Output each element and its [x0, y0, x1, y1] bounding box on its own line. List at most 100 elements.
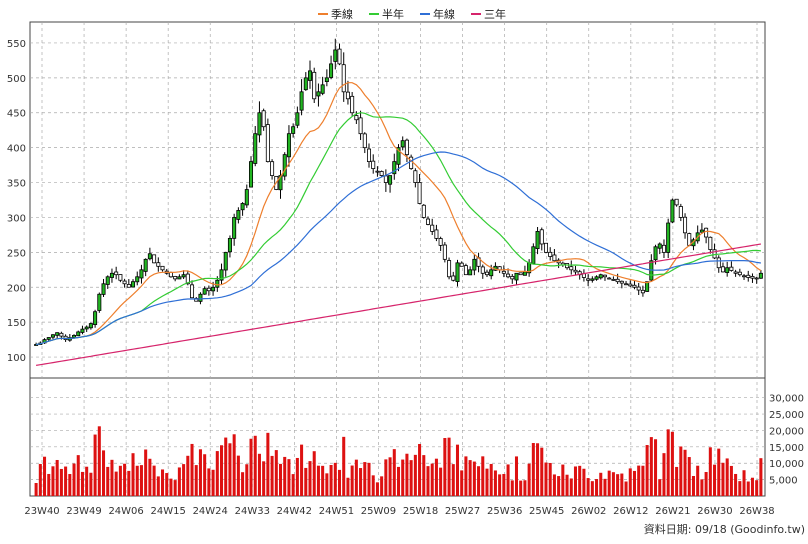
volume-bar: [708, 447, 712, 496]
candle-body: [143, 258, 148, 272]
candle-body: [573, 269, 578, 273]
volume-bar: [544, 462, 548, 496]
candle-body: [531, 246, 536, 265]
volume-bar: [131, 453, 135, 496]
volume-bar: [666, 429, 670, 496]
volume-bar: [80, 471, 84, 496]
candle-body: [147, 253, 152, 260]
ma-line-2: [36, 112, 761, 346]
candle-body: [156, 262, 161, 267]
candle-body: [543, 242, 548, 253]
candle-body: [185, 273, 190, 285]
candle-body: [586, 278, 591, 281]
price-tick-label: 200: [7, 283, 26, 294]
candle-body: [434, 229, 439, 239]
volume-bar: [375, 482, 379, 496]
volume-tick-label: 25,000: [769, 410, 804, 421]
volume-bar: [405, 453, 409, 496]
candle-body: [737, 271, 742, 276]
volume-bar: [443, 438, 447, 496]
volume-tick-label: 20,000: [769, 426, 804, 437]
volume-bar: [148, 458, 152, 496]
volume-bar: [316, 465, 320, 496]
candle-body: [615, 278, 620, 283]
candle-body: [518, 272, 523, 276]
volume-bar: [304, 467, 308, 496]
candle-body: [632, 284, 637, 288]
volume-bar: [616, 474, 620, 496]
candle-body: [569, 266, 574, 271]
volume-bar: [110, 459, 114, 496]
candle-body: [244, 189, 249, 206]
volume-bar: [367, 462, 371, 496]
volume-bar: [422, 455, 426, 496]
candle-body: [152, 254, 157, 264]
candle-body: [72, 335, 77, 338]
volume-bar: [266, 432, 270, 496]
candle-body: [430, 224, 435, 232]
candle-body: [202, 288, 207, 295]
volume-bar: [464, 456, 468, 496]
x-tick-label: 26W30: [697, 506, 732, 517]
candle-body: [97, 293, 102, 311]
volume-bar: [498, 474, 502, 496]
x-tick-label: 24W24: [193, 506, 228, 517]
candle-body: [236, 210, 241, 220]
x-tick-label: 26W12: [613, 506, 648, 517]
volume-bar: [493, 470, 497, 496]
volume-bar: [502, 473, 506, 496]
ma-line-1: [36, 82, 762, 346]
candle-body: [417, 182, 422, 204]
candle-body: [118, 274, 123, 281]
volume-bar: [118, 465, 122, 496]
volume-bar: [228, 443, 232, 496]
volume-bar: [451, 464, 455, 496]
candle-body: [80, 328, 85, 333]
volume-bar: [527, 463, 531, 496]
volume-bar: [295, 457, 299, 496]
candle-body: [413, 170, 418, 183]
candle-body: [261, 110, 266, 128]
candle-body: [624, 283, 629, 286]
candle-body: [468, 269, 473, 276]
volume-bar: [641, 465, 645, 496]
candle-body: [114, 271, 119, 276]
candle-body: [472, 258, 477, 271]
volume-bar: [729, 465, 733, 496]
legend-label: 三年: [484, 7, 506, 21]
volume-bar: [333, 462, 337, 496]
volume-bar: [590, 481, 594, 496]
candle-body: [291, 126, 296, 134]
price-tick-labels: 100 150 200 250 300 350 400 450 500 550: [7, 39, 26, 364]
candle-body: [451, 275, 456, 281]
volume-bar: [135, 465, 139, 496]
volume-bar: [156, 476, 160, 496]
candle-body: [754, 277, 759, 280]
x-tick-label: 26W02: [571, 506, 606, 517]
volume-bar: [325, 473, 329, 496]
volume-tick-label: 5,000: [769, 476, 798, 487]
volume-bar: [599, 472, 603, 496]
candle-body: [101, 283, 106, 295]
candle-body: [299, 91, 304, 111]
candle-body: [674, 198, 679, 206]
candle-body: [219, 269, 224, 281]
volume-bar: [220, 445, 224, 496]
volume-bar: [329, 465, 333, 496]
volume-bar: [312, 451, 316, 496]
candle-body: [257, 112, 262, 136]
moving-average-lines: [36, 82, 762, 366]
candle-body: [265, 124, 270, 163]
x-tick-label: 23W40: [24, 506, 59, 517]
volume-bar: [679, 446, 683, 496]
candle-body: [602, 274, 607, 278]
price-tick-label: 450: [7, 109, 26, 120]
candle-body: [400, 140, 405, 148]
volume-bar: [169, 478, 173, 496]
volume-bar: [434, 458, 438, 496]
candle-body: [350, 95, 355, 114]
volume-bar: [354, 459, 358, 496]
candle-body: [590, 278, 595, 281]
candle-body: [190, 284, 195, 299]
